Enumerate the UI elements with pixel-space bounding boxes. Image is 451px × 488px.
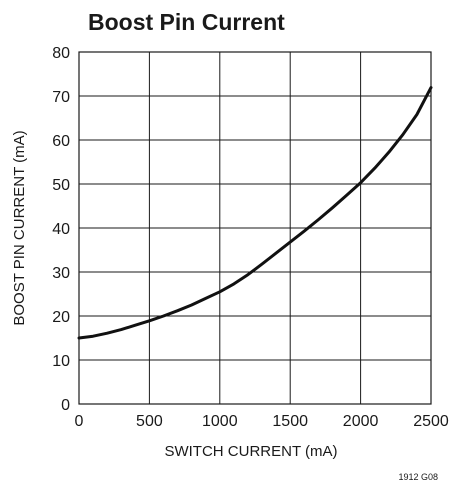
x-tick-label: 1500 xyxy=(272,413,308,430)
y-tick-label: 80 xyxy=(52,45,70,62)
x-axis-label: SWITCH CURRENT (mA) xyxy=(164,443,337,460)
y-axis-ticks: 0 10 20 30 40 50 60 70 80 xyxy=(52,45,70,414)
y-tick-label: 60 xyxy=(52,133,70,150)
y-tick-label: 0 xyxy=(61,397,70,414)
y-tick-label: 50 xyxy=(52,177,70,194)
x-tick-label: 1000 xyxy=(202,413,238,430)
x-tick-label: 2000 xyxy=(343,413,379,430)
y-tick-label: 70 xyxy=(52,89,70,106)
series-line xyxy=(77,86,433,340)
y-tick-label: 30 xyxy=(52,265,70,282)
plot-frame xyxy=(78,51,432,405)
chart-title: Boost Pin Current xyxy=(88,9,285,35)
x-tick-label: 500 xyxy=(136,413,163,430)
x-tick-label: 0 xyxy=(75,413,84,430)
grid xyxy=(78,51,432,405)
y-axis-label: BOOST PIN CURRENT (mA) xyxy=(11,130,28,325)
y-tick-label: 20 xyxy=(52,309,70,326)
figure-code: 1912 G08 xyxy=(398,472,438,482)
x-tick-label: 2500 xyxy=(413,413,449,430)
y-tick-label: 40 xyxy=(52,221,70,238)
x-axis-ticks: 0 500 1000 1500 2000 2500 xyxy=(75,413,449,430)
y-tick-label: 10 xyxy=(52,353,70,370)
